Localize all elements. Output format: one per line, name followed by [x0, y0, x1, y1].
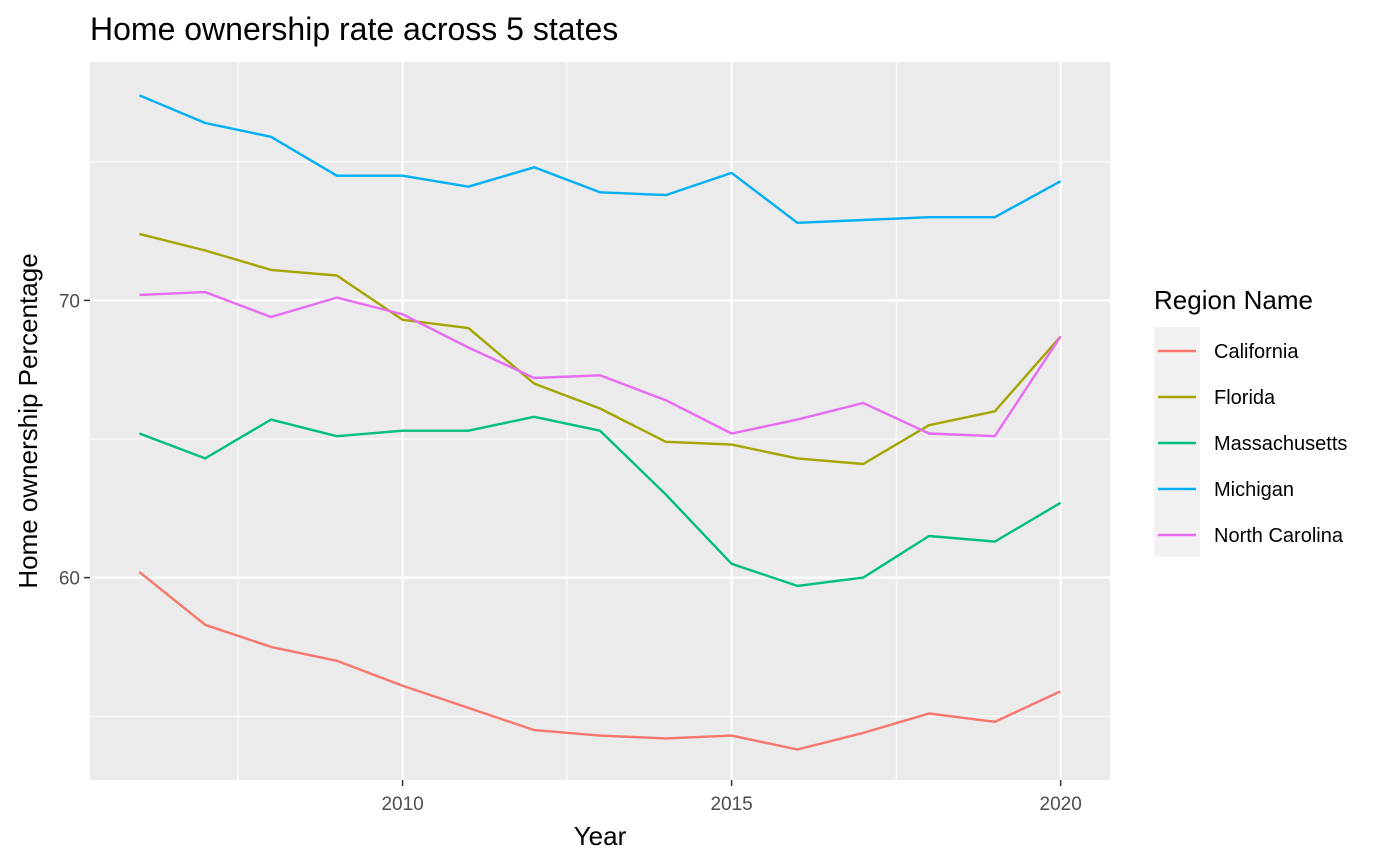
x-axis: 2010 2015 2020 — [381, 780, 1082, 815]
series-line-florida — [139, 232, 1062, 466]
legend-label-california: California — [1214, 341, 1299, 363]
series-line-north-carolina — [139, 290, 1062, 438]
grid-minor — [90, 62, 1110, 780]
y-tick-label: 70 — [59, 291, 80, 312]
legend-label-north-carolina: North Carolina — [1214, 525, 1344, 547]
x-tick-label: 2015 — [710, 794, 752, 815]
legend-items: California Florida Massachusetts Michigan No… — [1158, 341, 1347, 547]
legend-label-massachusetts: Massachusetts — [1214, 433, 1347, 455]
series-line-massachusetts — [138, 415, 1062, 588]
y-tick-label: 60 — [59, 569, 80, 590]
legend-label-michigan: Michigan — [1214, 479, 1294, 501]
y-axis: 60 70 — [59, 291, 90, 590]
plot-panel — [90, 62, 1110, 780]
y-axis-title: Home ownership Percentage — [13, 253, 43, 588]
series-line-michigan — [138, 94, 1062, 225]
x-tick-label: 2010 — [381, 794, 423, 815]
legend-label-florida: Florida — [1214, 387, 1276, 409]
series-lines — [138, 94, 1062, 751]
x-axis-title: Year — [574, 821, 627, 851]
series-line-california — [138, 571, 1062, 751]
x-tick-label: 2020 — [1040, 794, 1082, 815]
chart-title: Home ownership rate across 5 states — [90, 11, 618, 47]
legend-title: Region Name — [1154, 285, 1313, 315]
grid-major — [90, 62, 1110, 780]
legend: Region Name California Florida Massachuset… — [1154, 285, 1347, 557]
